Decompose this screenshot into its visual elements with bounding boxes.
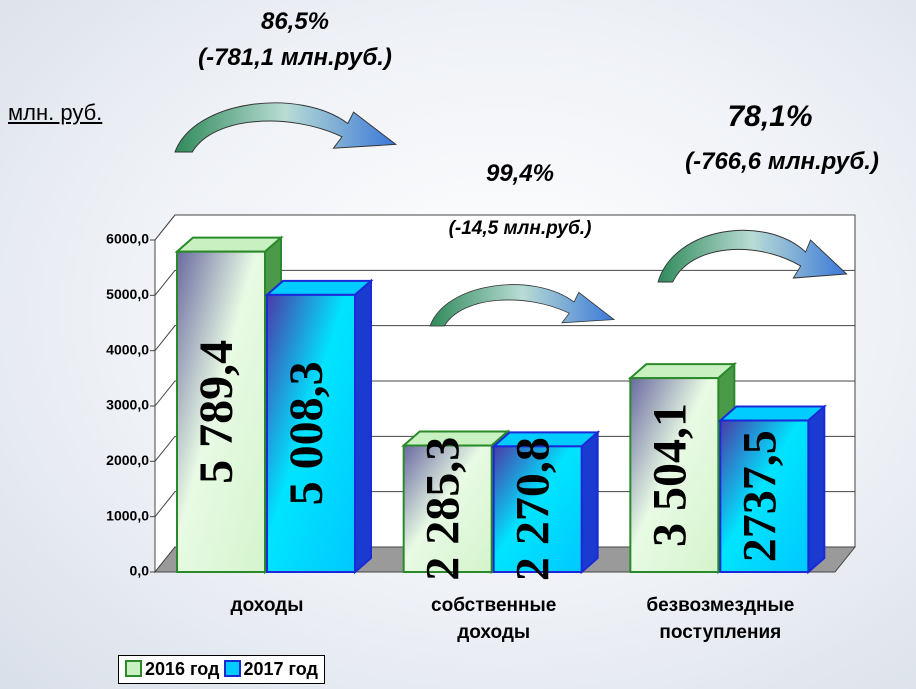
bar-top	[264, 279, 374, 296]
bar	[176, 250, 266, 573]
legend-entry: 2017 год	[223, 659, 319, 680]
arrow	[657, 229, 848, 283]
data-label: 2737,5	[733, 430, 786, 562]
y-tick-label: 2000,0	[106, 452, 149, 468]
x-tick-label: безвозмездные поступления	[646, 595, 795, 643]
grid-line	[154, 380, 855, 407]
y-tick-label: 0,0	[130, 563, 150, 579]
grid-line	[154, 491, 855, 517]
legend-swatch	[223, 660, 241, 677]
bar-side	[354, 278, 372, 575]
bar	[719, 419, 810, 573]
bar-side	[580, 430, 599, 575]
annotation: (-766,6 млн.руб.)	[685, 148, 879, 175]
data-label: 2 285,3	[417, 437, 470, 581]
bar	[492, 445, 583, 573]
data-label: 5 789,4	[190, 340, 243, 484]
bar-side	[807, 404, 826, 575]
legend-label: 2017 год	[243, 659, 319, 679]
y-tick-label: 5000,0	[106, 286, 149, 302]
unit-label: млн. руб.	[8, 100, 103, 125]
grid-line	[154, 435, 855, 462]
bar-top	[174, 236, 284, 253]
arrow	[429, 284, 616, 327]
bar	[402, 444, 493, 573]
arrow	[174, 102, 398, 153]
y-tick-label: 3000,0	[106, 397, 149, 413]
annotation: 86,5%	[260, 8, 330, 35]
y-tick-label: 6000,0	[106, 231, 149, 247]
legend-label: 2016 год	[145, 659, 220, 679]
y-tick-label: 4000,0	[106, 341, 149, 357]
legend: 2016 год 2017 год	[118, 655, 325, 684]
y-tick-label: 1000,0	[106, 507, 149, 523]
grid-line	[154, 325, 855, 351]
bar	[629, 377, 720, 574]
annotation: (-781,1 млн.руб.)	[198, 44, 392, 71]
annotation: 99,4%	[485, 160, 555, 187]
x-tick-label: собственные доходы	[431, 595, 557, 643]
data-label: 2 270,8	[507, 437, 560, 581]
legend-entry: 2016 год	[125, 659, 220, 680]
grid-line	[154, 214, 855, 241]
legend-swatch	[125, 660, 142, 677]
annotation: (-14,5 млн.руб.)	[448, 218, 592, 239]
x-tick-label: доходы	[230, 595, 304, 616]
bar-top	[717, 405, 827, 422]
bar-top	[627, 363, 737, 380]
annotation: 78,1%	[727, 100, 813, 133]
grid-line	[154, 269, 855, 296]
bar	[266, 293, 356, 573]
data-label: 5 008,3	[280, 361, 333, 505]
data-label: 3 504,1	[643, 403, 696, 547]
